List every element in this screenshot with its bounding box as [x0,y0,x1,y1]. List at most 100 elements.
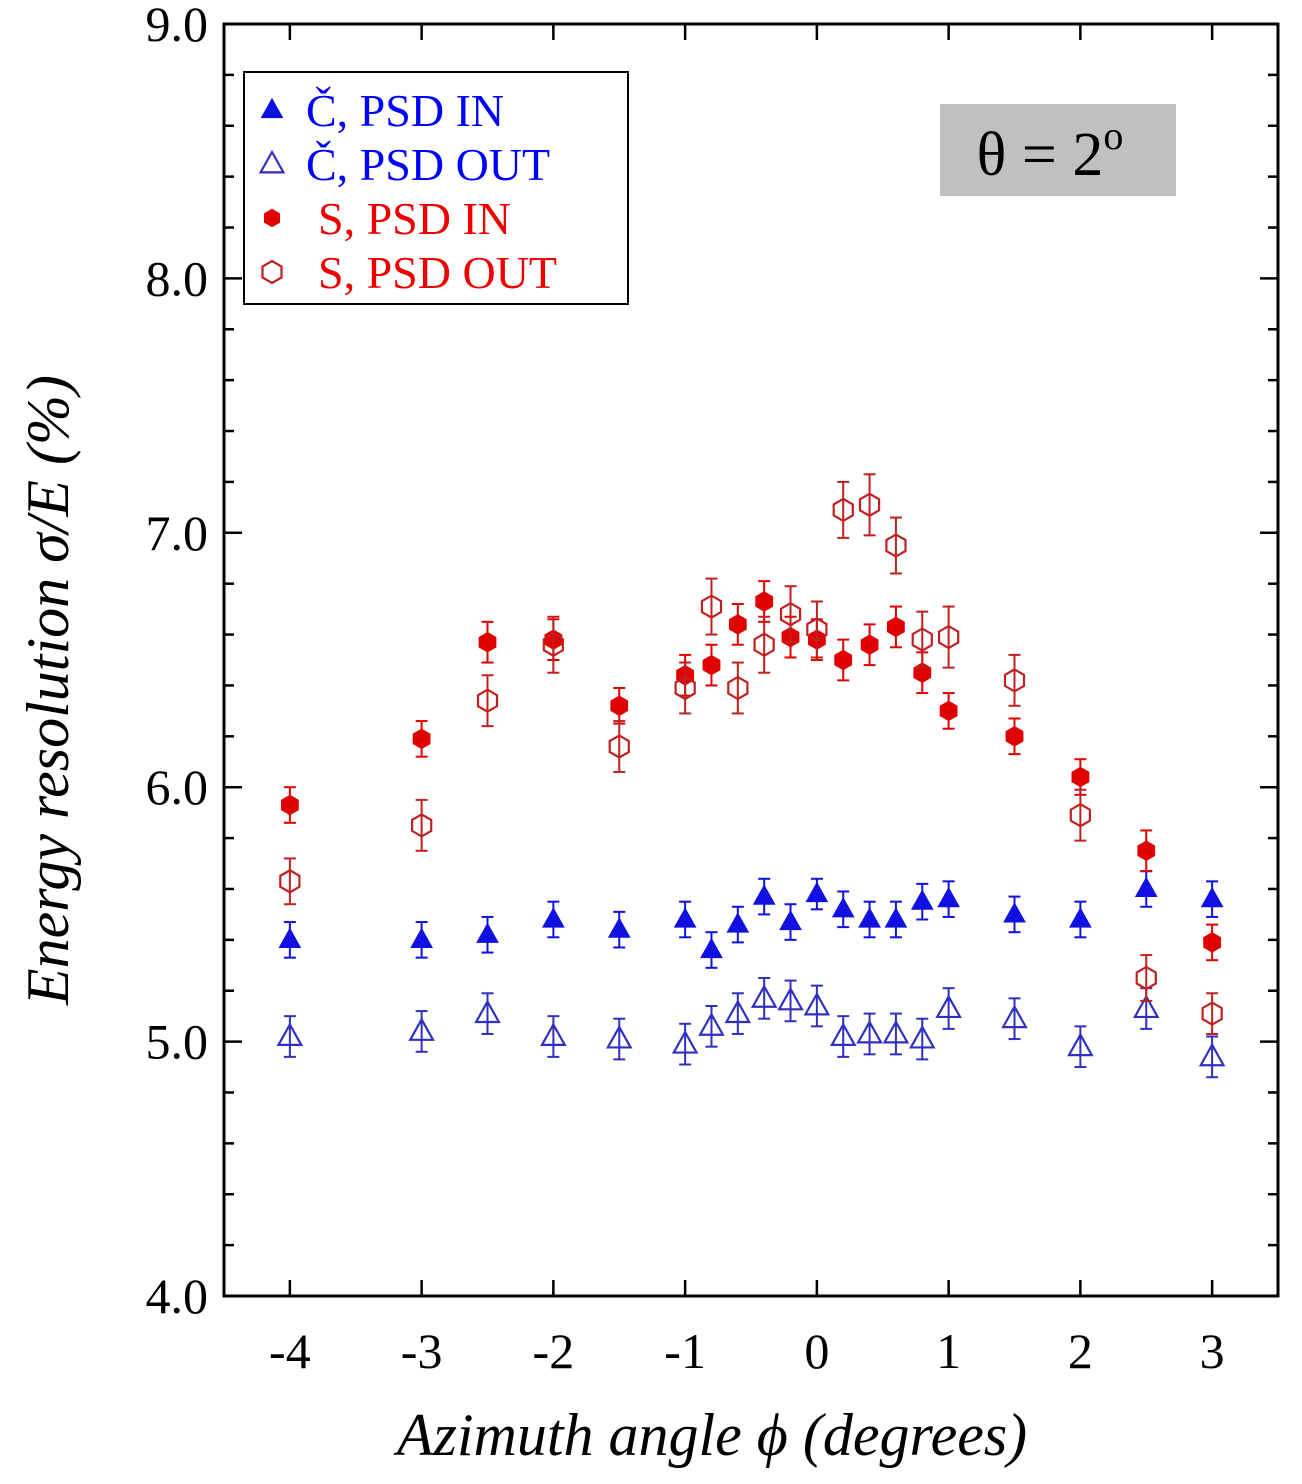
data-point [885,533,907,558]
data-point [671,1029,699,1054]
data-point [408,1017,435,1041]
data-point [1132,994,1160,1019]
x-tick-label: -2 [533,1323,575,1379]
x-tick-label: -4 [269,1323,311,1379]
data-point [474,999,501,1024]
data-point [1003,902,1026,923]
data-point [702,654,721,676]
data-point [605,1024,633,1049]
legend-marker [260,97,284,119]
legend-label: S, PSD OUT [318,247,557,298]
data-point [829,1022,857,1047]
data-point [724,999,752,1024]
x-tick-label: 0 [804,1323,829,1379]
data-point [700,594,723,619]
data-point [779,601,802,627]
data-point [673,907,697,928]
data-point [1201,1001,1223,1026]
data-point [726,912,750,933]
data-point [476,688,499,713]
data-point [610,695,629,717]
data-point [806,617,828,642]
x-tick-label: 3 [1200,1323,1225,1379]
data-point [910,889,934,910]
data-point [1069,802,1092,828]
data-point [1069,907,1092,928]
y-tick-label: 8.0 [146,250,209,306]
legend-label: Č, PSD IN [306,85,504,136]
data-point [911,627,933,652]
data-point [884,907,908,928]
data-point [779,909,802,931]
legend-marker [261,259,283,285]
data-point [540,1022,567,1047]
data-point [542,907,565,928]
axis-ticks [224,22,1278,1298]
data-point [1005,726,1024,747]
data-point [939,700,958,722]
theta-annotation: θ = 2o [940,104,1176,196]
data-point [608,734,630,759]
data-point [279,869,301,894]
data-point [276,1022,304,1047]
data-point [1135,965,1157,991]
series-3 [279,473,1223,1035]
data-point [937,886,960,908]
x-tick-label: -3 [401,1323,443,1379]
data-point [281,794,299,816]
legend-marker [264,208,280,228]
data-point [728,614,747,635]
data-point [1198,1042,1226,1067]
legend-marker [258,149,286,174]
series-0 [278,870,1224,969]
data-point [542,632,565,657]
data-point [674,675,696,701]
legend-box [243,71,629,305]
y-tick-label: 9.0 [146,0,209,52]
data-point [1001,1004,1028,1029]
data-point [476,922,499,943]
data-point [752,884,776,905]
series-1 [276,977,1226,1079]
data-marks [276,473,1226,1079]
data-point [886,616,905,638]
data-point [831,897,855,918]
data-point [1137,840,1156,862]
data-point [1134,876,1158,898]
data-point [858,492,881,518]
data-point [882,1019,910,1044]
theta-annotation-superscript: o [1103,113,1123,158]
data-point [278,927,302,948]
legend-label: S, PSD IN [318,193,511,244]
data-point [727,675,749,701]
data-point [700,937,723,959]
data-point [755,591,774,612]
y-tick-label: 6.0 [146,759,209,815]
x-axis-title: Azimuth angle ϕ (degrees) [393,1402,1027,1468]
data-point [909,1024,936,1049]
data-point [935,994,962,1019]
legend-label: Č, PSD OUT [306,139,550,190]
svg-text:θ = 2o: θ = 2o [977,113,1124,189]
theta-annotation-text: θ = 2 [977,121,1104,189]
x-tick-label: -1 [664,1323,706,1379]
y-tick-label: 5.0 [146,1014,209,1070]
data-point [412,728,431,750]
y-axis-title: Energy resolution σ/E (%) [15,375,81,1006]
data-point [860,634,879,655]
data-point [1203,932,1222,953]
data-point [832,497,854,523]
x-tick-label: 2 [1068,1323,1093,1379]
data-point [478,631,497,653]
data-point [803,991,831,1016]
y-tick-label: 7.0 [146,505,209,561]
data-point [805,881,829,903]
y-tick-label: 4.0 [146,1268,209,1324]
data-point [1003,668,1026,693]
data-point [1200,886,1224,908]
data-point [1067,1032,1094,1057]
data-point [856,1019,883,1044]
series-2 [281,580,1222,962]
